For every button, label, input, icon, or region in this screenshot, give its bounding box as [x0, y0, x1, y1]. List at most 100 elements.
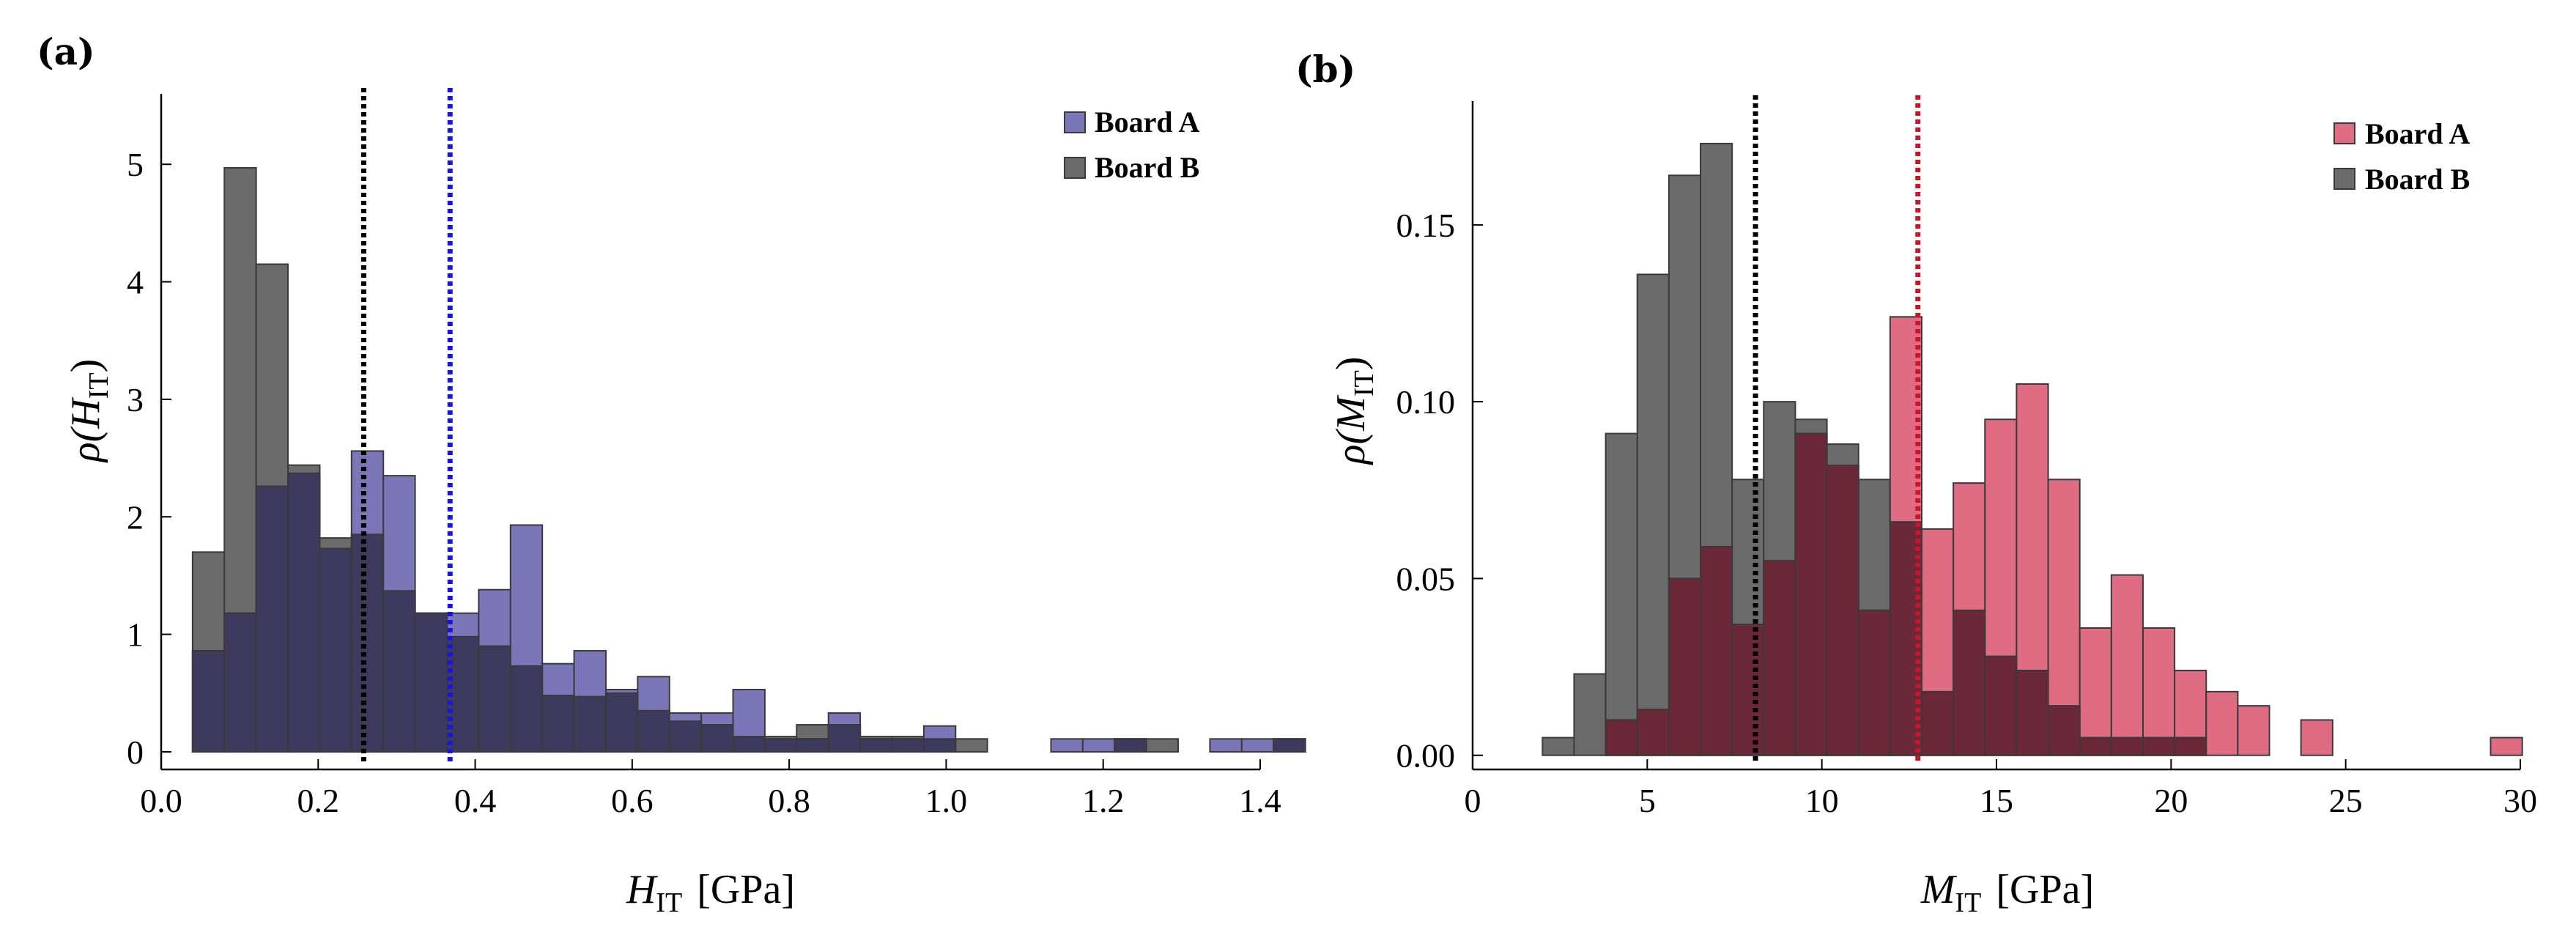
panel-b-x-tick-label: 30 — [2503, 782, 2537, 819]
panel-b-bar-overlap — [1763, 560, 1796, 756]
panel-b-bar-overlap — [1636, 708, 1670, 756]
panel-a-x-tick-label: 0.2 — [297, 782, 340, 819]
panel-a-x-tick-label: 0.8 — [768, 782, 810, 819]
panel-b-bar-overlap — [2142, 736, 2176, 756]
panel-a-bar-overlap — [891, 738, 925, 753]
panel-a-y-ticks: 0 1 2 3 4 5 — [127, 146, 171, 771]
panel-a-label: (a) — [37, 30, 95, 73]
panel-a-x-tick-label: 1.2 — [1082, 782, 1125, 819]
panel-b-bars — [1541, 142, 2523, 756]
panel-b-bar-overlap — [2016, 669, 2049, 756]
panel-a-legend-swatch-board-b — [1064, 157, 1086, 179]
panel-b-bar-board-b — [1605, 432, 1638, 756]
panel-a-legend-swatch-board-a — [1064, 111, 1086, 133]
panel-b-bar-overlap — [1857, 609, 1891, 756]
panel-a-y-tick-label: 3 — [127, 381, 144, 418]
panel-a-bar-overlap — [350, 533, 385, 753]
panel-a-bar-overlap — [478, 645, 511, 753]
panel-a-bar-board-a — [1240, 738, 1275, 753]
panel-a-y-tick-label: 0 — [127, 734, 144, 771]
panel-b-bar-overlap — [1953, 609, 1986, 756]
panel-b-legend-label-board-b: Board B — [2365, 163, 2470, 196]
panel-a-y-tick-label: 1 — [127, 616, 144, 654]
panel-a-bar-overlap — [382, 590, 416, 753]
panel-b-x-tick-label: 20 — [2154, 782, 2188, 819]
panel-b-bar-board-b — [1573, 673, 1607, 756]
panel-a-bar-overlap — [732, 736, 766, 753]
panel-a-bar-overlap — [1273, 738, 1306, 753]
panel-b-modulus-histogram: (b) 0 5 10 15 20 25 30 0.00 0.05 0.10 0.15 MIT [GP… — [1295, 48, 2537, 918]
panel-b-bar-overlap — [1826, 465, 1859, 756]
panel-a-bar-overlap — [859, 738, 893, 753]
panel-a-legend-label-board-a: Board A — [1095, 106, 1199, 139]
panel-b-bar-board-a — [2110, 574, 2144, 756]
panel-b-bar-overlap — [2174, 736, 2207, 756]
panel-a-x-tick-label: 1.0 — [925, 782, 968, 819]
panel-b-bar-overlap — [1794, 432, 1828, 756]
panel-b-y-tick-label: 0.05 — [1396, 560, 1456, 597]
panel-b-bar-overlap — [1700, 546, 1733, 756]
panel-b-bar-overlap — [1668, 577, 1702, 756]
panel-b-bar-board-a — [2142, 627, 2176, 756]
panel-b-legend-swatch-board-b — [2333, 168, 2355, 190]
panel-a-legend: Board A Board B — [1064, 106, 1199, 184]
panel-b-legend: Board A Board B — [2333, 117, 2470, 196]
panel-a-bar-board-b — [955, 738, 988, 753]
panel-a-bar-overlap — [827, 724, 862, 753]
panel-a-bar-overlap — [922, 738, 957, 753]
panel-b-y-tick-label: 0.10 — [1396, 383, 1456, 421]
panel-a-bar-board-b — [1145, 738, 1180, 753]
panel-b-bar-overlap — [2047, 705, 2081, 756]
panel-a-bar-overlap — [319, 547, 352, 753]
panel-a-bar-overlap — [763, 738, 798, 753]
panel-a-bar-overlap — [668, 720, 703, 753]
panel-b-bar-overlap — [1984, 655, 2018, 756]
panel-a-x-tick-label: 1.4 — [1239, 782, 1281, 819]
panel-b-legend-swatch-board-a — [2333, 122, 2355, 144]
panel-a-bar-overlap — [604, 692, 639, 753]
panel-b-x-ticks: 0 5 10 15 20 25 30 — [1465, 759, 2537, 819]
panel-a-bar-board-a — [1209, 738, 1243, 753]
panel-b-bar-overlap — [1920, 690, 1955, 756]
panel-b-x-axis-title: MIT [GPa] — [1920, 867, 2094, 918]
panel-b-bar-board-a — [2490, 736, 2523, 756]
panel-a-x-axis-title: HIT [GPa] — [626, 867, 795, 918]
panel-b-bar-board-a — [2237, 705, 2270, 756]
panel-a-bar-overlap — [191, 650, 226, 753]
panel-b-y-axis-title: ρ(MIT) — [1328, 357, 1380, 466]
panel-a-x-tick-label: 0.4 — [454, 782, 497, 819]
panel-a-bar-overlap — [573, 695, 607, 753]
panel-b-x-tick-label: 5 — [1639, 782, 1656, 819]
panel-b-bar-overlap — [1731, 624, 1765, 756]
panel-b-reference-lines — [1753, 95, 1921, 764]
panel-b-x-tick-label: 0 — [1465, 782, 1481, 819]
panel-a-y-axis-title: ρ(HIT) — [63, 359, 114, 464]
panel-a-y-tick-label: 4 — [127, 264, 144, 301]
panel-b-label: (b) — [1295, 48, 1355, 91]
panel-a-bars — [191, 167, 1306, 753]
panel-b-x-tick-label: 10 — [1805, 782, 1839, 819]
panel-b-y-tick-label: 0.00 — [1396, 737, 1456, 775]
panel-b-bar-board-b — [1541, 736, 1575, 756]
panel-a-x-tick-label: 0.0 — [140, 782, 182, 819]
panel-b-bar-overlap — [1605, 719, 1638, 756]
panel-a-bar-overlap — [541, 694, 575, 753]
panel-a-bar-overlap — [223, 612, 257, 753]
panel-a-y-tick-label: 2 — [127, 498, 144, 536]
panel-a-bar-overlap — [509, 665, 544, 753]
panel-a-bar-overlap — [796, 738, 829, 753]
panel-b-bar-board-a — [2300, 719, 2333, 756]
panel-b-y-tick-label: 0.15 — [1396, 207, 1456, 244]
panel-a-axes — [160, 94, 1260, 771]
panel-b-bar-board-a — [2079, 627, 2112, 756]
panel-a-legend-label-board-b: Board B — [1095, 151, 1199, 184]
panel-b-bar-board-a — [2205, 690, 2239, 756]
panel-a-y-tick-label: 5 — [127, 146, 144, 183]
panel-a-bar-overlap — [700, 724, 734, 753]
panel-a-bar-overlap — [287, 472, 321, 753]
panel-a-x-tick-label: 0.6 — [611, 782, 654, 819]
panel-b-y-ticks: 0.00 0.05 0.10 0.15 — [1396, 207, 1483, 775]
panel-a-bar-overlap — [255, 485, 289, 753]
panel-a-bar-overlap — [414, 612, 448, 753]
